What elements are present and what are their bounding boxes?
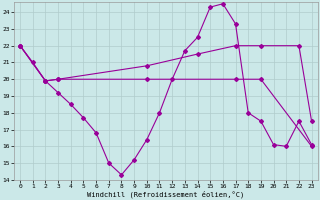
X-axis label: Windchill (Refroidissement éolien,°C): Windchill (Refroidissement éolien,°C): [87, 190, 244, 198]
